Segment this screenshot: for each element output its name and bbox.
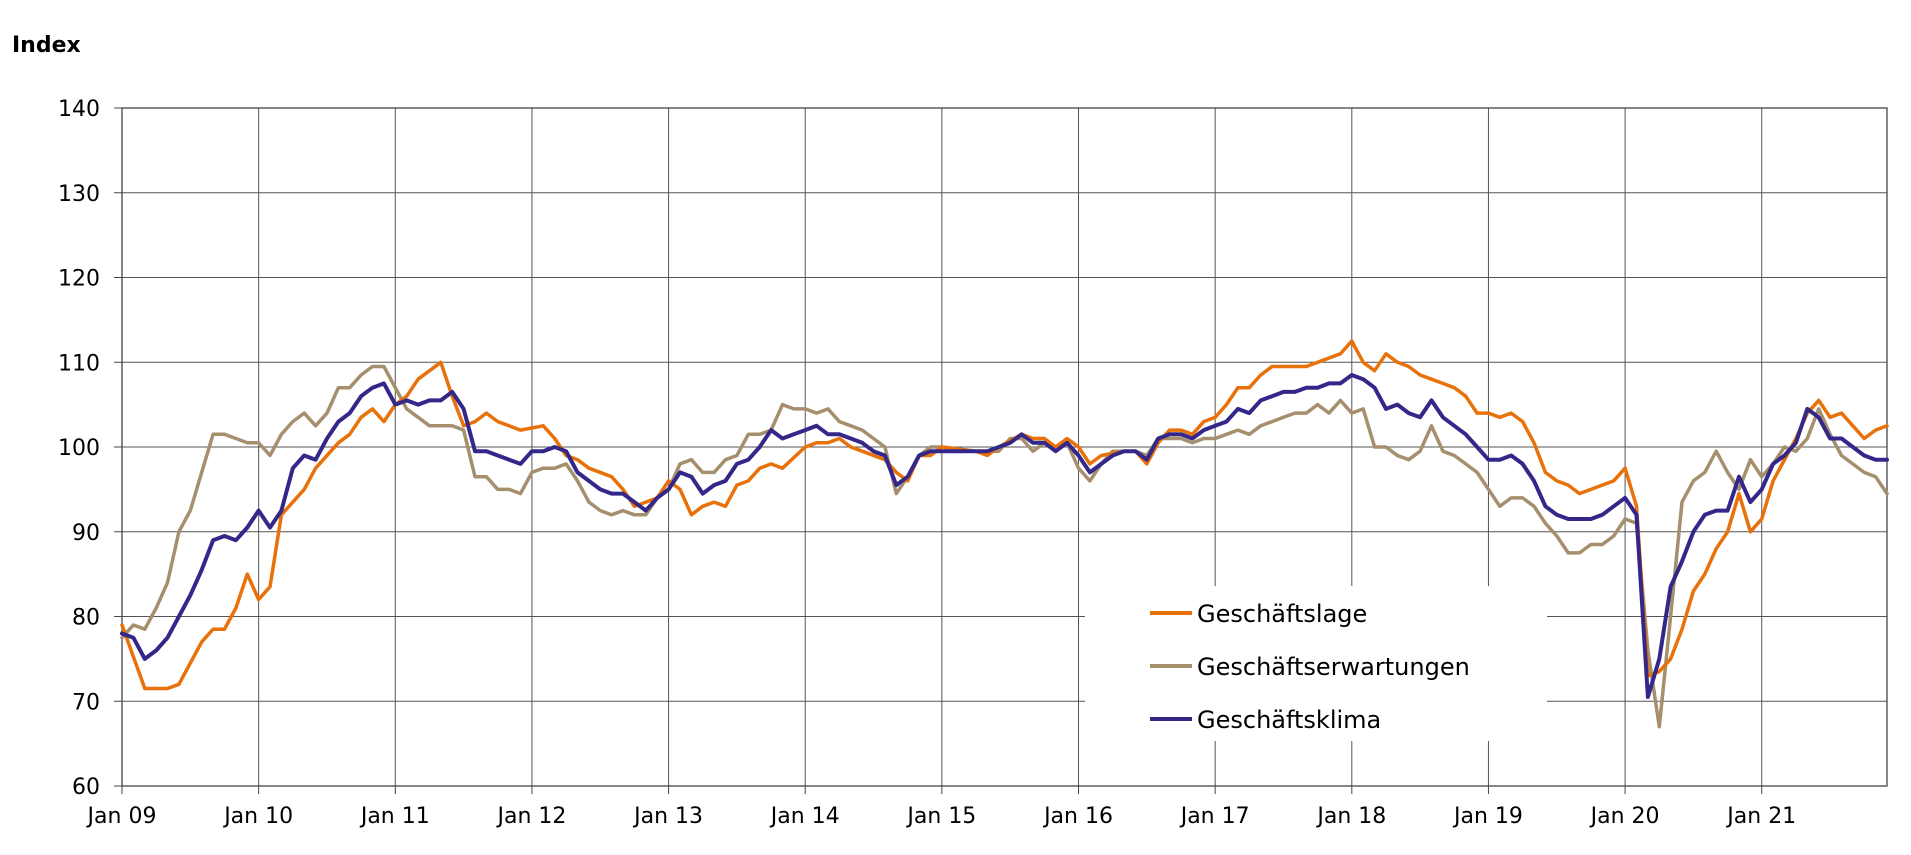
series-line-0 bbox=[120, 339, 1889, 691]
y-tick-label: 110 bbox=[58, 351, 100, 376]
x-tick-label: Jan 15 bbox=[905, 804, 976, 829]
x-tick-label: Jan 09 bbox=[86, 804, 157, 829]
x-tick-label: Jan 19 bbox=[1452, 804, 1523, 829]
legend-label-2: Geschäftsklima bbox=[1197, 706, 1381, 734]
x-axis-ticks: Jan 09 Jan 10 Jan 11 Jan 12 Jan 13 Jan 14 Jan … bbox=[86, 786, 1796, 829]
x-tick-label: Jan 16 bbox=[1042, 804, 1113, 829]
series-line-1 bbox=[120, 364, 1889, 729]
x-tick-label: Jan 12 bbox=[495, 804, 566, 829]
y-tick-label: 60 bbox=[72, 775, 100, 800]
y-tick-label: 130 bbox=[58, 182, 100, 207]
legend-label-0: Geschäftslage bbox=[1197, 600, 1367, 628]
y-tick-label: 100 bbox=[58, 436, 100, 461]
series-lines bbox=[120, 339, 1889, 729]
y-axis-ticks: 60 70 80 90 100 110 120 130 140 bbox=[58, 97, 122, 800]
y-tick-label: 70 bbox=[72, 690, 100, 715]
legend: Geschäftslage Geschäftserwartungen Geschäf… bbox=[1085, 586, 1547, 741]
x-tick-label: Jan 13 bbox=[632, 804, 703, 829]
y-tick-label: 80 bbox=[72, 606, 100, 631]
x-tick-label: Jan 10 bbox=[222, 804, 293, 829]
x-tick-label: Jan 21 bbox=[1725, 804, 1796, 829]
y-tick-label: 140 bbox=[58, 97, 100, 122]
x-tick-label: Jan 20 bbox=[1589, 804, 1660, 829]
x-tick-label: Jan 17 bbox=[1179, 804, 1250, 829]
x-tick-label: Jan 14 bbox=[769, 804, 840, 829]
legend-label-1: Geschäftserwartungen bbox=[1197, 653, 1470, 681]
y-tick-label: 120 bbox=[58, 267, 100, 292]
y-tick-label: 90 bbox=[72, 521, 100, 546]
x-tick-label: Jan 11 bbox=[359, 804, 430, 829]
series-line-2 bbox=[120, 373, 1889, 699]
x-tick-label: Jan 18 bbox=[1315, 804, 1386, 829]
y-axis-title: Index bbox=[12, 33, 81, 58]
